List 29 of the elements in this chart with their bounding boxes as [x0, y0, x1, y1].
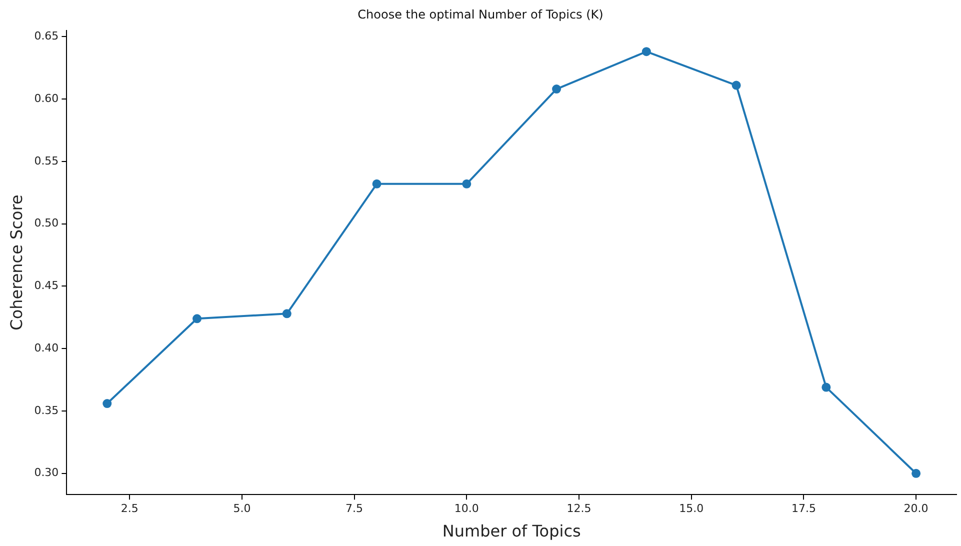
- y-tick-label: 0.50: [34, 216, 59, 230]
- y-tick-label: 0.40: [34, 341, 59, 354]
- point: [462, 179, 472, 188]
- point: [552, 84, 562, 94]
- point: [732, 80, 741, 90]
- point: [372, 179, 382, 188]
- x-tick-label: 5.0: [233, 502, 251, 516]
- y-tick-label: 0.65: [34, 30, 59, 42]
- point: [642, 47, 651, 56]
- x-tick-label: 20.0: [904, 502, 928, 516]
- point: [912, 468, 921, 478]
- x-tick-label: 2.5: [120, 502, 138, 516]
- x-tick-label: 15.0: [679, 502, 704, 516]
- x-tick-label: 10.0: [454, 502, 479, 516]
- y-tick-label: 0.60: [34, 92, 59, 105]
- chart-title: Choose the optimal Number of Topics (K): [358, 7, 604, 22]
- y-tick-label: 0.30: [34, 466, 59, 480]
- point: [822, 382, 831, 392]
- x-axis-title: Number of Topics: [442, 522, 581, 541]
- y-tick-label: 0.35: [34, 404, 59, 417]
- x-tick-label: 12.5: [566, 502, 592, 516]
- point: [102, 399, 112, 408]
- x-tick-label: 7.5: [346, 502, 364, 516]
- point: [282, 309, 292, 318]
- y-tick-label: 0.55: [34, 154, 59, 168]
- x-tick-label: 17.5: [791, 502, 816, 516]
- y-axis-title: Coherence Score: [6, 194, 26, 330]
- point: [192, 314, 202, 324]
- y-tick-label: 0.45: [34, 279, 59, 292]
